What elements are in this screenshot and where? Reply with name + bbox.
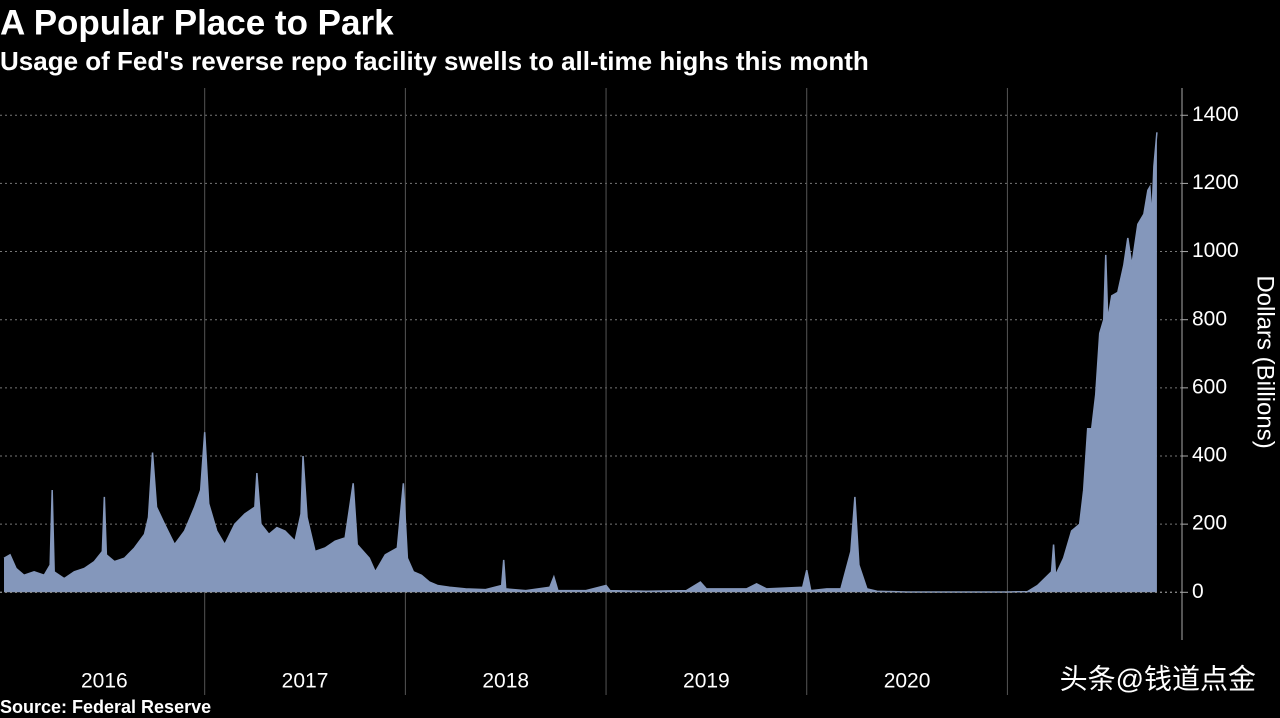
area-fill bbox=[4, 132, 1157, 593]
area-outline bbox=[3, 132, 1158, 593]
chart-subtitle: Usage of Fed's reverse repo facility swe… bbox=[0, 46, 869, 76]
y-tick-label: 0 bbox=[1192, 580, 1204, 603]
y-tick-label: 600 bbox=[1192, 375, 1227, 398]
y-tick-label: 200 bbox=[1192, 512, 1227, 535]
y-tick-label: 1200 bbox=[1192, 171, 1239, 194]
x-tick-label: 2018 bbox=[482, 670, 529, 693]
x-tick-label: 2017 bbox=[282, 670, 329, 693]
y-tick-label: 400 bbox=[1192, 444, 1227, 467]
watermark: 头条@钱道点金 bbox=[1060, 663, 1256, 694]
x-tick-label: 2016 bbox=[81, 670, 128, 693]
y-tick-label: 1400 bbox=[1192, 103, 1239, 126]
y-axis-label: Dollars (Billions) bbox=[1252, 275, 1279, 448]
source: Source: Federal Reserve bbox=[0, 697, 211, 717]
x-tick-label: 2019 bbox=[683, 670, 730, 693]
y-tick-label: 800 bbox=[1192, 307, 1227, 330]
y-tick-label: 1000 bbox=[1192, 239, 1239, 262]
chart-title: A Popular Place to Park bbox=[0, 3, 394, 42]
x-tick-label: 2020 bbox=[884, 670, 931, 693]
